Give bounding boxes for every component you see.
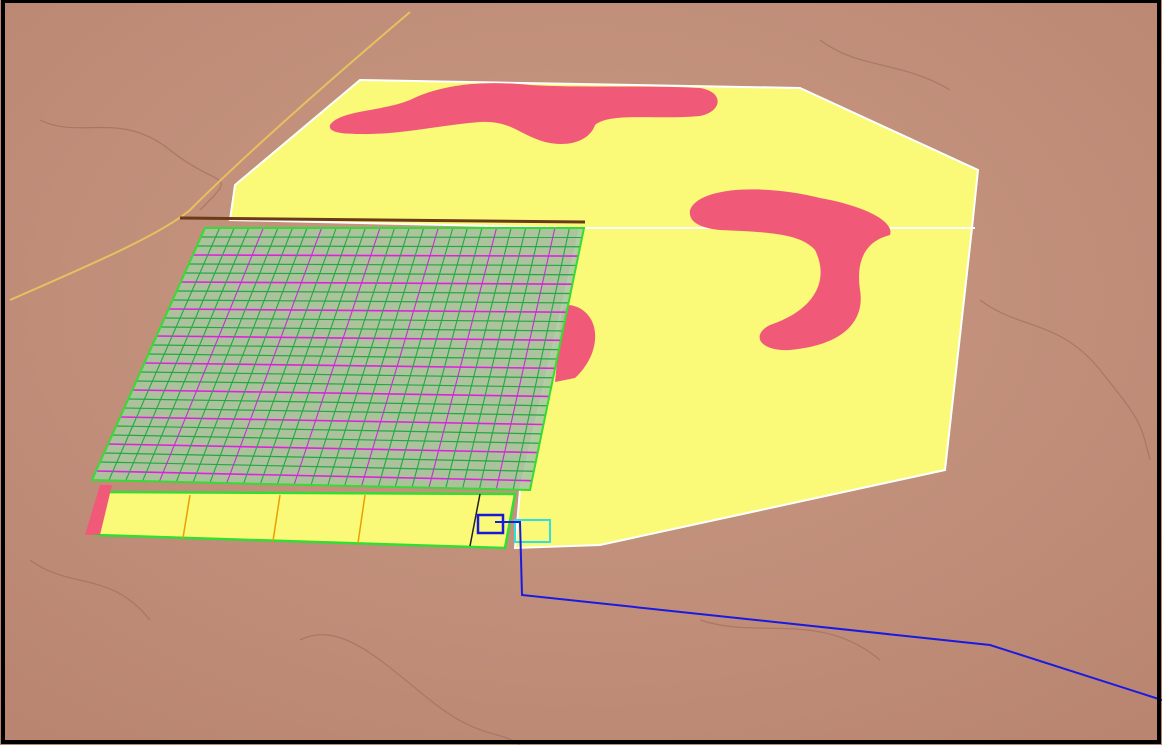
panel-row [108, 227, 221, 481]
ridge [699, 619, 881, 661]
panel-row [293, 227, 381, 485]
access-track [179, 216, 586, 224]
panel-row [226, 227, 323, 484]
divider [272, 494, 281, 542]
panel-row [428, 227, 498, 488]
panel-row [243, 227, 337, 484]
panel-row [394, 227, 468, 488]
ridge [29, 559, 151, 621]
divider [469, 493, 481, 547]
terrain-texture [29, 39, 1151, 745]
exclusion-zone [85, 485, 112, 535]
road [9, 11, 411, 301]
panel-row [175, 227, 279, 483]
switchyard [514, 519, 551, 543]
panel-row [142, 227, 250, 482]
panel-row [192, 227, 293, 483]
panel-row [125, 227, 235, 481]
panel-row [411, 227, 483, 488]
panel-row [377, 227, 454, 487]
panel-row [310, 227, 396, 486]
panel-row [259, 227, 352, 485]
divider [357, 494, 366, 544]
panel-row [495, 227, 556, 490]
panel-row [462, 227, 527, 489]
panel-row [478, 227, 541, 489]
transmission-line [495, 521, 1162, 701]
ridge [299, 634, 521, 745]
exclusion-zone [689, 189, 891, 351]
panel-array [92, 228, 584, 490]
panel-row [344, 227, 425, 486]
panel-row [158, 227, 264, 482]
panel-row [361, 227, 439, 487]
panel-row [445, 227, 512, 489]
ridge [39, 119, 222, 211]
panel-row [512, 227, 570, 490]
block-dividers [182, 493, 481, 547]
panel-grid [96, 227, 583, 490]
divider [182, 494, 191, 539]
exclusion-zone [329, 83, 718, 145]
panel-row [276, 227, 366, 485]
substation [476, 513, 505, 535]
ridge [979, 299, 1151, 461]
ridge [819, 39, 951, 91]
panel-row [327, 227, 410, 486]
panel-row [209, 227, 308, 483]
array-outline [90, 227, 586, 492]
